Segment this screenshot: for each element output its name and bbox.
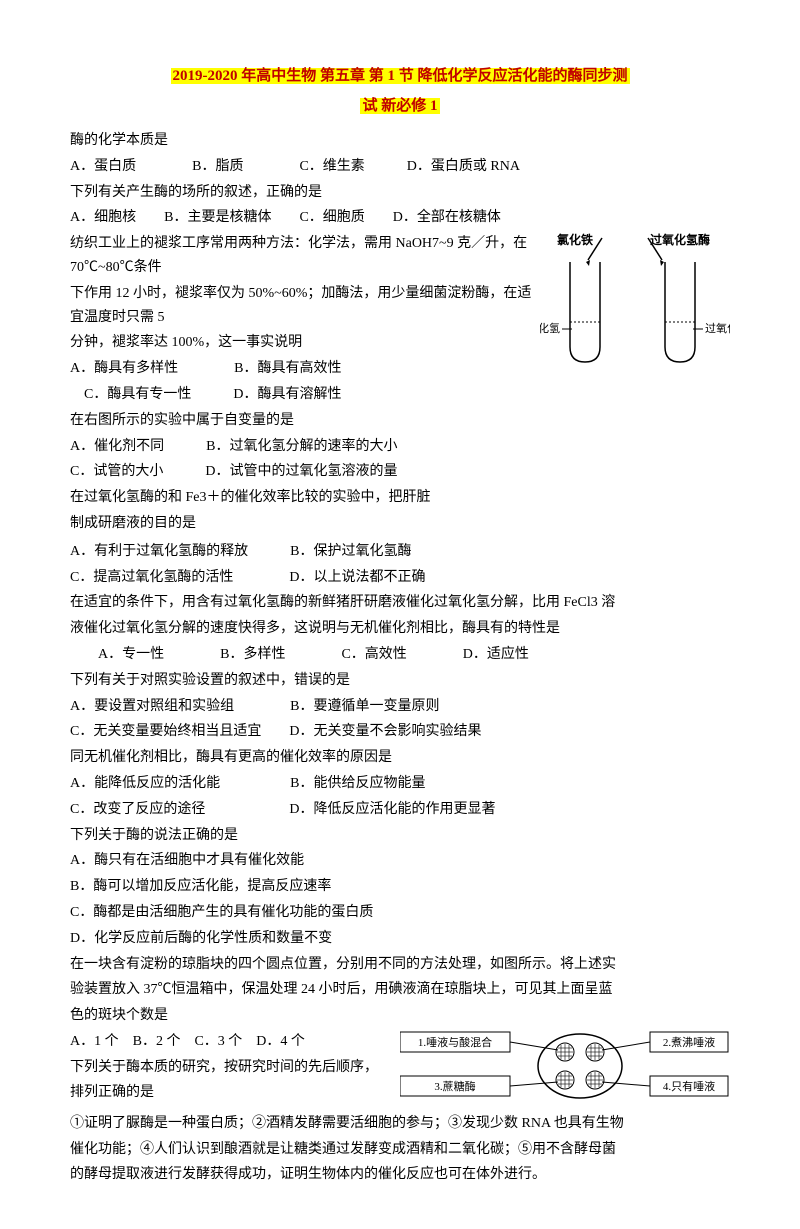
petri-dish-diagram: 1.唾液与酸混合 3.蔗糖酶 2.煮沸唾液 4.只有唾液: [400, 1026, 730, 1106]
q4-stem: 在右图所示的实验中属于自变量的是: [70, 409, 730, 433]
q6-l1: 在适宜的条件下，用含有过氧化氢酶的新鲜猪肝研磨液催化过氧化氢分解，比用 FeCl…: [70, 591, 730, 615]
q9-opt-b: B．酶可以增加反应活化能，提高反应速率: [70, 875, 730, 899]
q1-options: A．蛋白质 B．脂质 C．维生素 D．蛋白质或 RNA: [70, 155, 730, 179]
svg-text:4.只有唾液: 4.只有唾液: [663, 1079, 715, 1093]
q11-l5: 的酵母提取液进行发酵获得成功，证明生物体内的催化反应也可在体外进行。: [70, 1163, 730, 1187]
q10-l1: 在一块含有淀粉的琼脂块的四个圆点位置，分别用不同的方法处理，如图所示。将上述实: [70, 953, 730, 977]
svg-text:过氧化氢: 过氧化氢: [540, 321, 560, 335]
q5-opts-cd: C．提高过氧化氢酶的活性 D．以上说法都不正确: [70, 566, 730, 590]
q8-stem: 同无机催化剂相比，酶具有更高的催化效率的原因是: [70, 746, 730, 770]
q4-opts-cd: C．试管的大小 D．试管中的过氧化氢溶液的量: [70, 460, 730, 484]
q8-opts-ab: A．能降低反应的活化能 B．能供给反应物能量: [70, 772, 730, 796]
svg-text:过氧化氢: 过氧化氢: [705, 321, 730, 335]
q1-stem: 酶的化学本质是: [70, 129, 730, 153]
q10-l2: 验装置放入 37℃恒温箱中，保温处理 24 小时后，用碘液滴在琼脂块上，可见其上…: [70, 978, 730, 1002]
q2-stem: 下列有关产生酶的场所的叙述，正确的是: [70, 181, 730, 205]
svg-text:1.唾液与酸混合: 1.唾液与酸混合: [418, 1035, 492, 1049]
q5-opts-ab: A．有利于过氧化氢酶的释放 B．保护过氧化氢酶: [70, 540, 730, 564]
q9-opt-d: D．化学反应前后酶的化学性质和数量不变: [70, 927, 730, 951]
q7-stem: 下列有关于对照实验设置的叙述中，错误的是: [70, 669, 730, 693]
svg-text:2.煮沸唾液: 2.煮沸唾液: [663, 1035, 715, 1049]
q10-l3: 色的斑块个数是: [70, 1004, 730, 1028]
q11-l3: ①证明了脲酶是一种蛋白质；②酒精发酵需要活细胞的参与；③发现少数 RNA 也具有…: [70, 1112, 730, 1136]
q6-opts: A．专一性 B．多样性 C．高效性 D．适应性: [70, 643, 730, 667]
test-tube-diagram: 氯化铁 过氧化氢酶 过氧化氢 过氧化氢: [540, 232, 730, 372]
q9-opt-a: A．酶只有在活细胞中才具有催化效能: [70, 849, 730, 873]
q9-opt-c: C．酶都是由活细胞产生的具有催化功能的蛋白质: [70, 901, 730, 925]
label-right: 过氧化氢酶: [650, 232, 710, 247]
q5-l1: 在过氧化氢酶的和 Fe3＋的催化效率比较的实验中，把肝脏: [70, 486, 730, 510]
q7-opts-ab: A．要设置对照组和实验组 B．要遵循单一变量原则: [70, 695, 730, 719]
doc-title-line-2: 试 新必修 1: [70, 94, 730, 120]
doc-title-line-1: 2019-2020 年高中生物 第五章 第 1 节 降低化学反应活化能的酶同步测: [70, 64, 730, 90]
q5-l2: 制成研磨液的目的是: [70, 512, 730, 536]
svg-text:3.蔗糖酶: 3.蔗糖酶: [434, 1079, 475, 1093]
q6-l2: 液催化过氧化氢分解的速度快得多，这说明与无机催化剂相比，酶具有的特性是: [70, 617, 730, 641]
q11-l4: 催化功能；④人们认识到酿酒就是让糖类通过发酵变成酒精和二氧化碳；⑤用不含酵母菌: [70, 1138, 730, 1162]
q4-opts-ab: A．催化剂不同 B．过氧化氢分解的速率的大小: [70, 435, 730, 459]
q7-opts-cd: C．无关变量要始终相当且适宜 D．无关变量不会影响实验结果: [70, 720, 730, 744]
q8-opts-cd: C．改变了反应的途径 D．降低反应活化能的作用更显著: [70, 798, 730, 822]
label-left: 氯化铁: [557, 232, 593, 247]
q3-opts-cd: C．酶具有专一性 D．酶具有溶解性: [70, 383, 730, 407]
q2-options: A．细胞核 B．主要是核糖体 C．细胞质 D．全部在核糖体: [70, 206, 730, 230]
q9-stem: 下列关于酶的说法正确的是: [70, 824, 730, 848]
